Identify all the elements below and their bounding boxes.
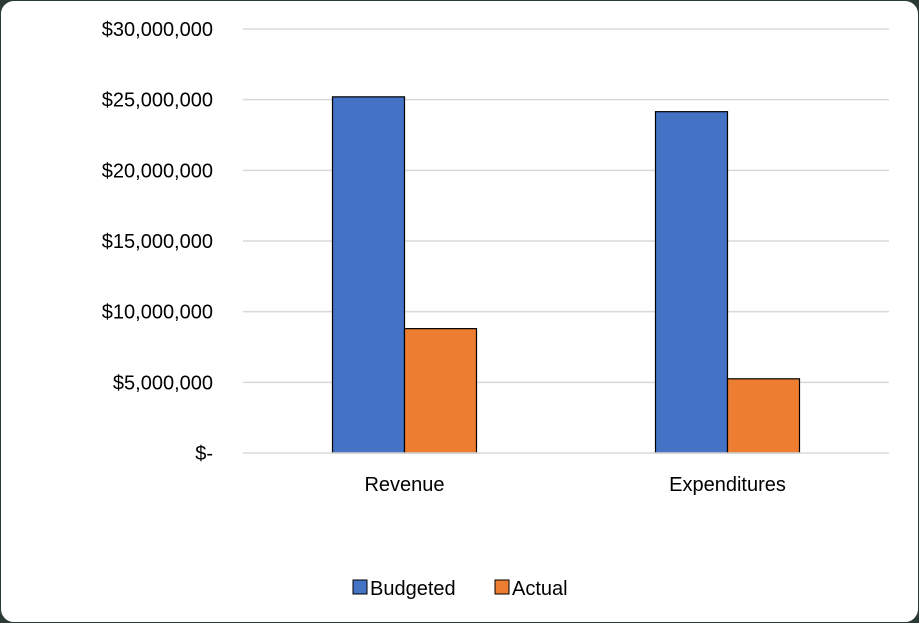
x-category-label: Revenue: [364, 474, 444, 496]
bar-budgeted-revenue: [331, 96, 406, 454]
y-tick-label: $30,000,000: [102, 19, 213, 41]
bar-actual-revenue: [403, 328, 478, 454]
bar-budgeted-expenditures: [654, 111, 729, 454]
legend: Budgeted Actual: [352, 578, 568, 600]
legend-swatch: [352, 579, 368, 595]
y-tick-label: $5,000,000: [113, 372, 213, 394]
y-axis-tick-labels: $- $5,000,000 $10,000,000 $15,000,000 $20,00…: [102, 19, 213, 465]
bars: [331, 96, 801, 454]
y-tick-label: $10,000,000: [102, 302, 213, 324]
legend-label: Budgeted: [370, 578, 456, 600]
legend-swatch: [494, 579, 510, 595]
y-tick-label: $25,000,000: [102, 90, 213, 112]
x-axis-category-labels: Revenue Expenditures: [364, 474, 785, 496]
legend-label: Actual: [512, 578, 568, 600]
y-tick-label: $15,000,000: [102, 231, 213, 253]
legend-item-budgeted: Budgeted: [352, 578, 456, 600]
y-tick-label: $-: [195, 443, 213, 465]
bar-actual-expenditures: [726, 378, 801, 454]
x-category-label: Expenditures: [669, 474, 786, 496]
legend-item-actual: Actual: [494, 578, 568, 600]
y-tick-label: $20,000,000: [102, 160, 213, 182]
